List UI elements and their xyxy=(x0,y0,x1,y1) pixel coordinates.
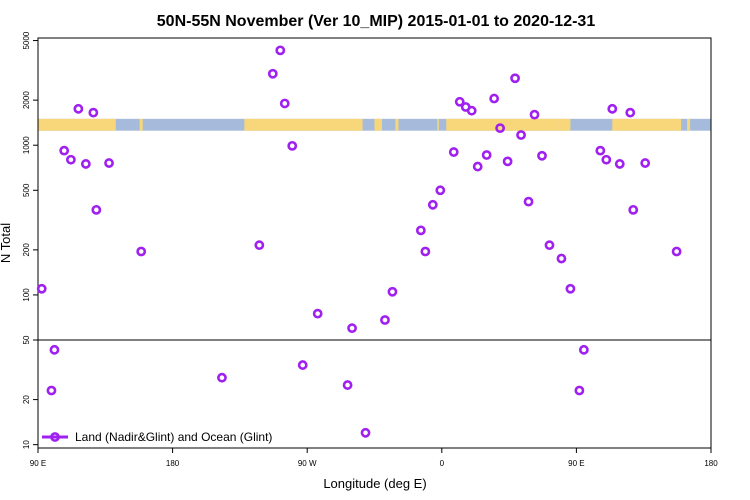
plot-frame xyxy=(37,37,712,449)
data-point xyxy=(489,93,500,104)
data-point xyxy=(80,159,91,169)
data-point xyxy=(574,385,585,396)
data-point xyxy=(415,225,426,236)
data-point xyxy=(578,344,589,355)
data-point xyxy=(544,240,555,251)
data-point xyxy=(49,344,60,355)
data-point xyxy=(267,68,278,79)
data-point xyxy=(466,105,477,116)
legend-label: Land (Nadir&Glint) and Ocean (Glint) xyxy=(75,430,272,444)
data-point xyxy=(640,158,651,168)
land-ocean-strip xyxy=(38,118,711,131)
data-point xyxy=(312,308,323,319)
data-point xyxy=(420,246,431,257)
land-segment xyxy=(244,118,362,131)
land-segment xyxy=(395,118,399,131)
data-point xyxy=(628,204,639,215)
data-point xyxy=(342,380,353,390)
data-point xyxy=(104,158,114,168)
data-point xyxy=(565,283,576,294)
y-tick-label: 5000 xyxy=(22,31,31,49)
data-point xyxy=(136,246,147,257)
data-point xyxy=(595,145,606,156)
data-point xyxy=(380,315,390,325)
data-point xyxy=(427,199,438,210)
y-tick-label: 1000 xyxy=(22,136,31,154)
data-point xyxy=(472,161,483,172)
chart-title: 50N-55N November (Ver 10_MIP) 2015-01-01… xyxy=(157,13,596,30)
x-tick-label: 180 xyxy=(704,459,718,468)
x-tick-label: 90 E xyxy=(568,459,584,468)
legend-marker xyxy=(50,432,60,442)
data-point xyxy=(66,154,76,165)
data-point xyxy=(73,103,84,114)
y-axis: 10 20 50 100 200 500 1000 2000 5000 xyxy=(22,31,38,449)
data-point xyxy=(297,360,308,370)
data-point xyxy=(454,96,465,107)
data-points xyxy=(36,45,682,438)
land-segment xyxy=(374,118,382,131)
x-tick-label: 0 xyxy=(440,459,445,468)
data-point xyxy=(36,283,47,294)
land-segment xyxy=(38,118,116,131)
data-point xyxy=(625,107,636,118)
data-point xyxy=(275,45,286,56)
data-point xyxy=(88,107,99,118)
x-tick-label: 180 xyxy=(166,459,180,468)
data-point xyxy=(287,140,298,151)
data-point xyxy=(529,109,540,120)
y-tick-label: 10 xyxy=(22,440,31,449)
y-tick-label: 200 xyxy=(22,243,31,257)
data-point xyxy=(435,185,446,196)
land-segment xyxy=(139,118,143,131)
y-tick-label: 500 xyxy=(22,183,31,197)
data-point xyxy=(502,156,513,167)
data-point xyxy=(537,150,547,161)
data-point xyxy=(217,372,227,383)
data-point xyxy=(279,98,290,109)
data-point xyxy=(614,159,625,169)
data-point xyxy=(91,204,102,215)
data-point xyxy=(46,385,57,396)
data-point xyxy=(523,196,534,207)
data-point xyxy=(607,103,618,114)
data-point xyxy=(347,323,357,334)
data-point xyxy=(360,427,371,438)
y-axis-label: N Total xyxy=(0,223,13,263)
data-point xyxy=(254,240,265,251)
data-point xyxy=(387,286,398,297)
data-point xyxy=(495,123,506,134)
data-point xyxy=(671,246,682,257)
data-point xyxy=(59,145,70,156)
data-point xyxy=(601,154,612,165)
legend: Land (Nadir&Glint) and Ocean (Glint) xyxy=(42,430,272,444)
x-tick-label: 90 E xyxy=(30,459,46,468)
x-tick-label: 90 W xyxy=(298,459,317,468)
y-tick-label: 100 xyxy=(22,288,31,302)
land-segment xyxy=(687,118,691,131)
data-point xyxy=(448,147,459,157)
land-segment xyxy=(612,118,682,131)
data-point xyxy=(516,130,526,140)
y-tick-label: 20 xyxy=(22,395,31,404)
data-point xyxy=(481,150,492,160)
y-tick-label: 50 xyxy=(22,335,31,344)
land-segment xyxy=(437,118,439,131)
data-point xyxy=(556,253,567,264)
land-segment xyxy=(361,118,363,131)
data-point xyxy=(510,73,520,84)
x-axis-label: Longitude (deg E) xyxy=(323,476,426,491)
land-segment xyxy=(558,118,571,131)
x-axis: 90 E 180 90 W 0 90 E 180 xyxy=(30,448,718,468)
y-tick-label: 2000 xyxy=(22,91,31,109)
